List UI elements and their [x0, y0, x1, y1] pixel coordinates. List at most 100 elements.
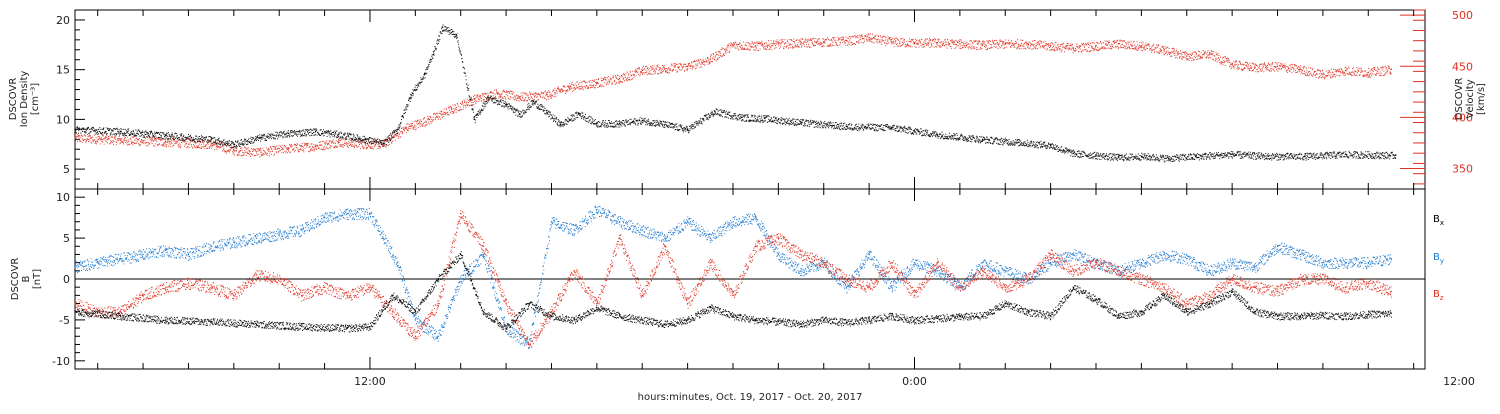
bx-series-point — [687, 319, 689, 321]
bx-series-point — [868, 319, 870, 321]
density-axis-title-line: DSCOVR — [8, 78, 19, 121]
by-series-point — [414, 319, 417, 321]
density-series-point — [936, 133, 938, 136]
density-series-point — [119, 130, 122, 133]
bz-series-trace — [75, 210, 1392, 349]
density-series-trace — [75, 24, 1397, 163]
by-series-point — [460, 278, 462, 280]
velocity-series-point — [165, 141, 167, 143]
velocity-series-point — [287, 147, 289, 149]
velocity-series-point — [364, 143, 367, 145]
by-series-point — [755, 217, 757, 219]
bz-series-point — [777, 237, 780, 239]
bx-series — [74, 251, 1392, 333]
bz-series-point — [119, 311, 122, 313]
by-series-point — [732, 221, 734, 223]
bz-series-point — [1004, 286, 1006, 288]
bz-series-point — [755, 245, 757, 247]
by-series-point — [1254, 266, 1256, 268]
by-series-point — [142, 253, 144, 256]
bz-series-point — [437, 302, 439, 305]
velocity-series-point — [981, 44, 984, 46]
bz-series-point — [74, 302, 76, 305]
density-series-point — [1050, 144, 1052, 146]
velocity-series-point — [1140, 45, 1143, 47]
density-series-point — [1018, 141, 1020, 143]
bx-series-point — [1118, 315, 1120, 317]
velocity-series-point — [74, 137, 76, 139]
density-series-point — [741, 116, 743, 119]
bx-series-point — [1027, 311, 1029, 313]
bz-series-point — [1299, 278, 1301, 280]
bx-series-point — [346, 327, 348, 329]
b-tick-label: -10 — [52, 355, 70, 368]
top-panel-frame — [74, 9, 1426, 190]
by-series-point — [323, 217, 326, 219]
velocity-axis-title: DSCOVR Velocity [km/s] — [1454, 78, 1487, 121]
by-series-point — [981, 262, 984, 264]
bx-series-point — [1050, 315, 1052, 317]
bz-series-point — [460, 212, 462, 215]
by-series-point — [845, 286, 848, 288]
density-series-point — [473, 118, 476, 121]
bz-series-point — [1027, 278, 1029, 280]
by-series-point — [278, 233, 280, 235]
bz-series-point — [392, 311, 394, 313]
velocity-series-point — [687, 65, 689, 67]
bx-series-point — [959, 316, 961, 318]
by-series — [74, 205, 1392, 349]
bx-series-point — [1344, 315, 1347, 317]
velocity-series-point — [1186, 55, 1188, 57]
bx-series-point — [1367, 313, 1369, 315]
density-series-point — [764, 117, 766, 120]
density-series-point — [1140, 155, 1143, 157]
bx-series-point — [1231, 290, 1233, 292]
bz-series-point — [687, 302, 689, 305]
bz-series-point — [891, 262, 893, 264]
velocity-series-trace — [75, 33, 1392, 158]
by-series-point — [1367, 262, 1369, 264]
bx-series-point — [165, 319, 167, 321]
density-series-point — [210, 138, 212, 140]
bx-series-point — [618, 315, 621, 317]
bz-series-point — [505, 302, 507, 305]
velocity-series-point — [1344, 69, 1347, 72]
bx-series-point — [1299, 315, 1301, 317]
bz-series-point — [233, 294, 235, 297]
by-series-point — [396, 262, 398, 264]
by-series-point — [187, 253, 190, 256]
velocity-series-point — [314, 145, 317, 147]
velocity-series-point — [800, 42, 802, 44]
bz-series-point — [255, 274, 258, 276]
velocity-series-point — [210, 143, 212, 145]
bz-series-point — [732, 294, 734, 297]
density-series-point — [618, 122, 621, 125]
by-series-point — [233, 241, 235, 243]
x-tick-label: 12:00 — [354, 375, 386, 388]
bz-series-point — [709, 262, 711, 264]
by-series-point — [800, 270, 802, 272]
velocity-series-point — [1004, 43, 1006, 45]
density-series-point — [1072, 152, 1075, 154]
by-series-point — [573, 229, 575, 231]
density-series-point — [382, 142, 385, 144]
x-tick-label: 12:00 — [1443, 375, 1475, 388]
density-series-point — [559, 123, 562, 126]
density-series-point — [455, 34, 457, 36]
velocity-series-point — [428, 118, 430, 121]
by-series-point — [165, 249, 167, 252]
bx-series-point — [392, 294, 394, 297]
density-axis-title-line: Ion Density — [19, 71, 30, 128]
by-series-point — [687, 221, 689, 223]
bx-series-point — [664, 323, 666, 325]
velocity-series-point — [1072, 47, 1075, 49]
bz-series-point — [1095, 262, 1097, 264]
density-tick-label: 20 — [56, 14, 70, 27]
by-series-point — [382, 237, 385, 239]
density-series-point — [800, 121, 802, 124]
density-series-point — [487, 96, 489, 99]
bz-series-point — [414, 335, 417, 337]
velocity-series-point — [1299, 68, 1301, 71]
velocity-series-point — [709, 58, 711, 60]
bx-series-point — [1276, 315, 1279, 317]
